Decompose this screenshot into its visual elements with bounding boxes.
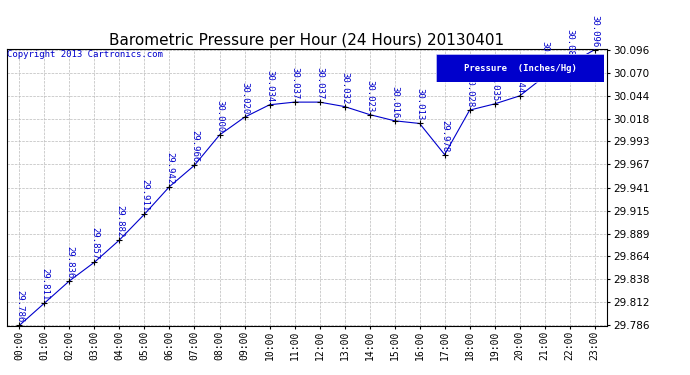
Text: 30.028: 30.028: [465, 75, 474, 107]
Text: 30.020: 30.020: [240, 82, 249, 114]
Text: 30.080: 30.080: [565, 29, 574, 61]
Text: 29.836: 29.836: [65, 246, 74, 278]
Text: 30.037: 30.037: [315, 67, 324, 99]
Text: 29.978: 29.978: [440, 120, 449, 152]
Text: 29.882: 29.882: [115, 205, 124, 237]
Title: Barometric Pressure per Hour (24 Hours) 20130401: Barometric Pressure per Hour (24 Hours) …: [110, 33, 504, 48]
Text: 30.032: 30.032: [340, 72, 349, 104]
Text: 30.035: 30.035: [490, 69, 499, 101]
Text: 30.044: 30.044: [515, 61, 524, 93]
Text: 29.911: 29.911: [140, 179, 149, 212]
Text: 30.037: 30.037: [290, 67, 299, 99]
Text: 30.000: 30.000: [215, 100, 224, 132]
Text: 29.966: 29.966: [190, 130, 199, 162]
Text: 30.096: 30.096: [590, 15, 599, 47]
Text: 30.016: 30.016: [390, 86, 399, 118]
Text: 29.857: 29.857: [90, 227, 99, 260]
Text: 30.066: 30.066: [540, 41, 549, 74]
Text: 29.811: 29.811: [40, 268, 49, 300]
Text: 29.786: 29.786: [15, 290, 24, 322]
Text: Copyright 2013 Cartronics.com: Copyright 2013 Cartronics.com: [7, 50, 163, 58]
Text: 30.034: 30.034: [265, 70, 274, 102]
Text: 30.013: 30.013: [415, 88, 424, 121]
Text: 30.023: 30.023: [365, 80, 374, 112]
Text: 29.942: 29.942: [165, 152, 174, 184]
